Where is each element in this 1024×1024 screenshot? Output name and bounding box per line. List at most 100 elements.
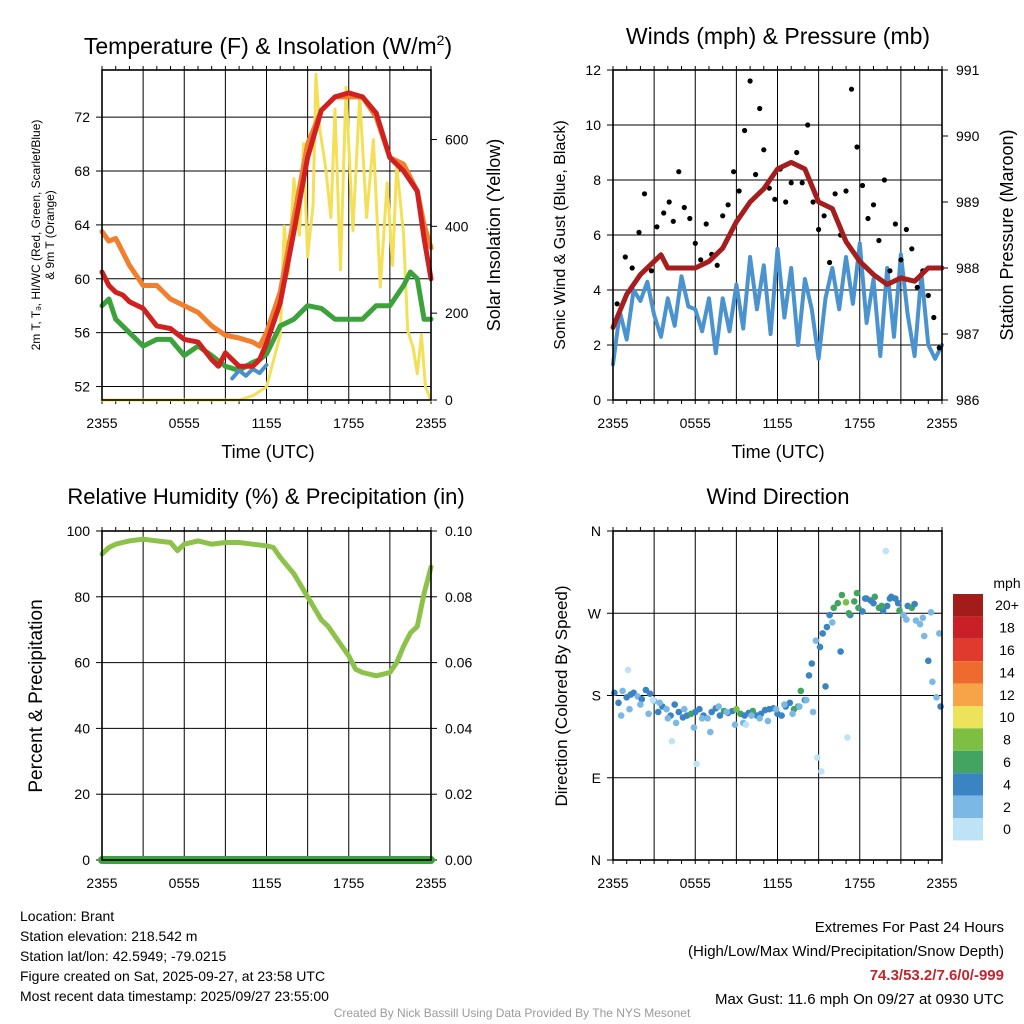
winds-gust-point: [736, 188, 742, 194]
wind-direction-point: [756, 715, 763, 722]
legend-label: 16: [999, 642, 1015, 658]
wind-direction-point: [861, 595, 869, 602]
wind-direction-point: [649, 696, 657, 704]
credit-line: Created By Nick Bassill Using Data Provi…: [333, 1006, 691, 1020]
winds-gust-point: [821, 213, 827, 219]
winds-x-tick-label: 2355: [597, 415, 628, 431]
wind-direction-point: [911, 600, 918, 608]
legend-label: 20+: [995, 597, 1019, 613]
winds-gust-point: [720, 213, 726, 219]
legend-swatch: [953, 706, 983, 729]
wind-direction-point: [838, 591, 846, 599]
humidity-y-right-tick-label: 0.06: [445, 655, 472, 671]
wind-direction-point: [859, 608, 866, 615]
winds-gust-point: [670, 218, 676, 224]
wind-direction-point: [693, 760, 700, 768]
temperature-y-tick-label: 52: [74, 379, 90, 395]
station-latlon: Station lat/lon: 42.5949; -79.0215: [20, 948, 227, 964]
legend-label: 2: [1003, 799, 1011, 815]
legend-swatch: [953, 728, 983, 751]
wind-direction-point: [870, 599, 877, 607]
wind-direction-point: [886, 595, 894, 602]
winds-gust-point: [887, 268, 893, 274]
wind-direction-point: [786, 699, 794, 707]
extremes-title: Extremes For Past 24 Hours: [814, 919, 1004, 936]
wind-direction-point: [803, 696, 810, 704]
wind-direction-point: [851, 598, 858, 605]
temperature-x-tick-label: 1755: [333, 415, 364, 431]
wind-direction-point: [845, 610, 853, 617]
wind-direction-point: [789, 710, 796, 718]
winds-gust-point: [636, 229, 642, 235]
winds-gust-point: [788, 180, 794, 186]
legend-swatch: [953, 750, 983, 774]
winds-x-tick-label: 1155: [762, 415, 792, 431]
wind-direction-point: [808, 660, 816, 667]
wind-direction-point: [830, 604, 837, 612]
wind-direction-point: [796, 703, 803, 710]
winds-gust-point: [629, 265, 635, 271]
winds-sonic-wind-line: [611, 241, 944, 367]
wind-direction-point: [823, 623, 831, 631]
wind-direction-point: [916, 620, 924, 628]
legend-label: 14: [999, 664, 1015, 680]
wind-direction-point: [742, 721, 750, 728]
winds-gust-point: [714, 262, 720, 268]
winds-gust-point: [881, 177, 888, 183]
wind-direction-point: [617, 712, 625, 719]
humidity-y-tick-label: 60: [74, 655, 90, 671]
temperature-hi-wc-line: [230, 363, 269, 381]
winds-y-tick-label: 12: [585, 62, 601, 78]
winds-gust-point: [914, 284, 920, 290]
winds-gust-point: [892, 221, 899, 227]
humidity-x-tick-label: 1755: [333, 875, 364, 891]
winds-gust-point: [832, 191, 838, 197]
max-gust: Max Gust: 11.6 mph On 09/27 at 0930 UTC: [714, 991, 1004, 1008]
winds-y-tick-label: 0: [593, 392, 601, 408]
wind-direction-point: [837, 648, 844, 655]
winds-plot-area: 2355 0555 1155 1755 2355 0 2 4 6 8 10 12 986 987 988 98…: [585, 62, 979, 431]
winds-gust-point: [687, 215, 693, 222]
winds-gust-point: [865, 215, 871, 222]
temperature-x-tick-label: 2355: [415, 415, 446, 431]
wind-direction-point: [853, 589, 861, 597]
wind-direction-point: [842, 599, 850, 606]
winds-y-tick-label: 10: [585, 117, 601, 133]
temperature-y-right-tick-label: 200: [445, 305, 469, 321]
winds-y-tick-label: 8: [593, 172, 601, 188]
wind-direction-point: [656, 699, 663, 707]
wind-direction-x-tick-label: 0555: [680, 875, 711, 891]
wind-direction-point: [812, 637, 820, 644]
wind-direction-point: [696, 705, 703, 713]
humidity-plot-area: 2355 0555 1155 1755 2355 0 20 40 60 80 100 0.00 0.02…: [67, 523, 473, 891]
wind-direction-point: [671, 701, 678, 708]
winds-ylabel: Sonic Wind & Gust (Blue, Black): [552, 120, 569, 349]
wind-direction-point: [672, 719, 680, 727]
wind-direction-point: [733, 705, 740, 713]
temperature-y-right-tick-label: 400: [445, 218, 469, 234]
winds-gust-point: [854, 144, 860, 150]
wind-direction-point: [882, 547, 890, 555]
wind-direction-point: [772, 705, 780, 713]
station-elevation: Station elevation: 218.542 m: [20, 928, 198, 944]
winds-gust-point: [692, 240, 698, 246]
winds-gust-point: [654, 224, 660, 230]
humidity-x-tick-label: 2355: [415, 875, 446, 891]
humidity-y-right-tick-label: 0.10: [445, 523, 472, 539]
temperature-y-tick-label: 64: [74, 217, 90, 233]
wind-direction-point: [707, 728, 714, 736]
winds-gust-point: [661, 210, 667, 216]
humidity-relative-humidity-line: [99, 536, 434, 679]
wind-direction-panel: Wind Direction Direction (Colored By Spe…: [552, 484, 1021, 891]
wind-direction-y-tick-label: N: [591, 852, 601, 868]
temperature-plot-border: [101, 69, 432, 401]
wind-direction-point: [619, 687, 626, 695]
wind-direction-point: [731, 721, 739, 728]
wind-direction-point: [871, 593, 879, 601]
humidity-y-tick-label: 100: [67, 523, 91, 539]
temperature-xlabel: Time (UTC): [221, 442, 314, 462]
wind-direction-point: [778, 712, 785, 719]
wind-direction-point: [844, 734, 851, 741]
winds-gust-point: [783, 199, 789, 205]
wind-direction-point: [925, 657, 932, 665]
